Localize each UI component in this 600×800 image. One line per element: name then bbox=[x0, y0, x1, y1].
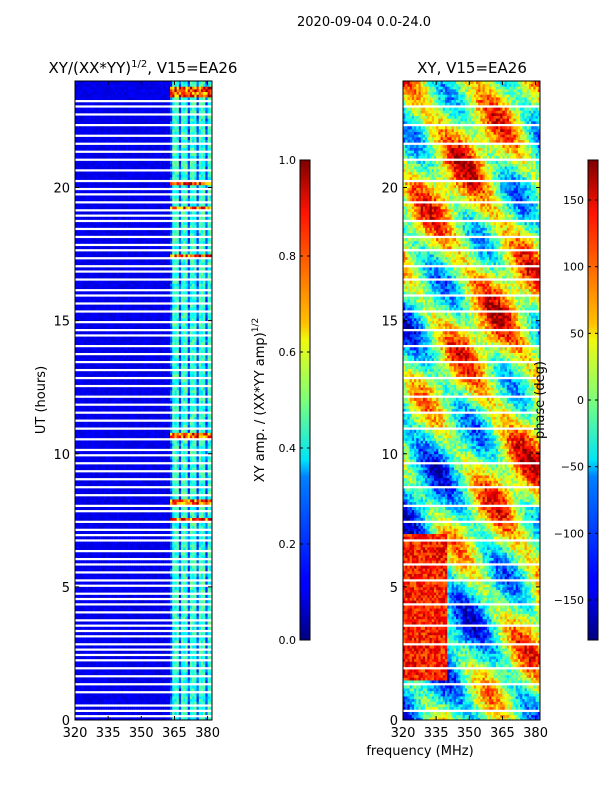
heatmap-row bbox=[75, 616, 212, 619]
heatmap-row bbox=[75, 680, 212, 683]
heatmap-row bbox=[75, 712, 212, 715]
heatmap-row bbox=[75, 656, 212, 659]
figure: 2020-09-04 0.0-24.0 XY/(XX*YY)1/2, V15=E… bbox=[0, 0, 600, 800]
heatmap-row bbox=[75, 664, 212, 667]
heatmap-row bbox=[75, 699, 212, 702]
left-panel-title: XY/(XX*YY)1/2, V15=EA26 bbox=[49, 59, 238, 77]
heatmap-row bbox=[75, 685, 212, 688]
heatmap-row bbox=[75, 669, 212, 672]
heatmap-row bbox=[75, 621, 212, 624]
heatmap-row bbox=[75, 672, 212, 675]
heatmap-row bbox=[75, 661, 212, 664]
heatmap-row bbox=[75, 707, 212, 710]
heatmap-row bbox=[75, 600, 212, 603]
heatmap-row bbox=[75, 595, 212, 598]
heatmap-row bbox=[75, 693, 212, 696]
heatmap-row bbox=[75, 632, 212, 635]
heatmap-row bbox=[75, 640, 212, 643]
heatmap-row bbox=[75, 637, 212, 640]
heatmap-row bbox=[75, 614, 212, 617]
heatmap-row bbox=[75, 677, 212, 680]
heatmap-row bbox=[75, 606, 212, 609]
left-panel: XY/(XX*YY)1/2, V15=EA26 320 335 350 365 380 … bbox=[34, 59, 237, 741]
heatmap-row bbox=[75, 645, 212, 648]
heatmap-row bbox=[75, 651, 212, 654]
figure-suptitle: 2020-09-04 0.0-24.0 bbox=[297, 15, 431, 30]
heatmap-row bbox=[75, 627, 212, 630]
heatmap-row bbox=[75, 696, 212, 699]
left-heatmap bbox=[75, 81, 212, 720]
heatmap-row bbox=[75, 608, 212, 611]
heatmap-row bbox=[75, 688, 212, 691]
heatmap-row bbox=[75, 701, 212, 704]
